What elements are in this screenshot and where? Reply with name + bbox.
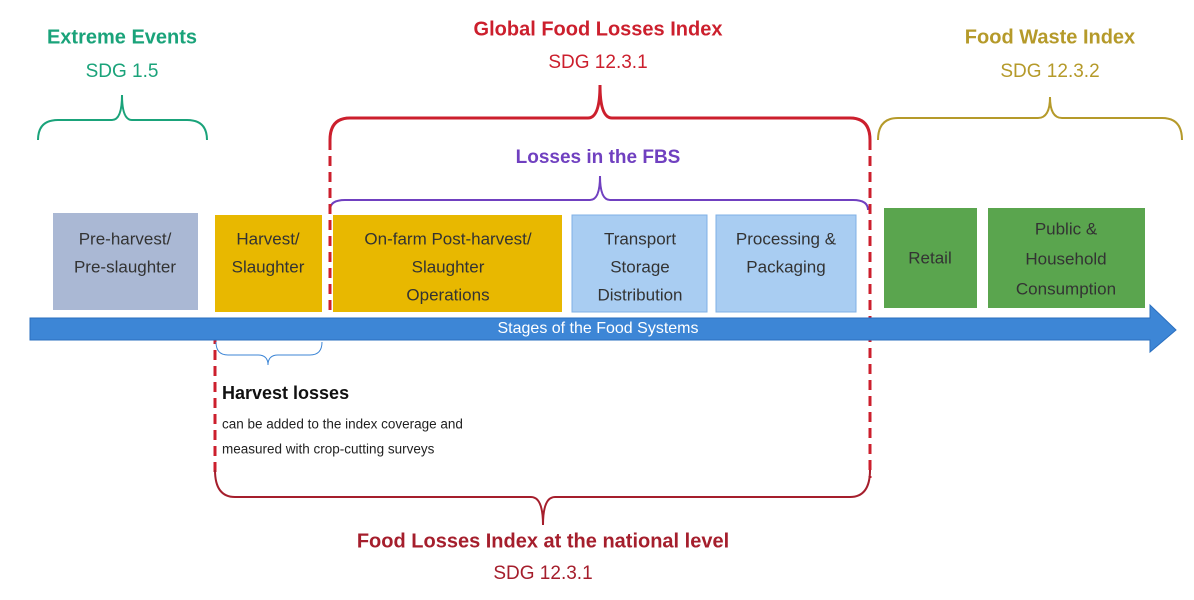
brace [328, 84, 872, 141]
group-title: Global Food Losses Index [474, 18, 723, 40]
group-code: SDG 12.3.2 [1000, 61, 1099, 82]
stage-label: Retail [908, 248, 951, 267]
stage-box [53, 213, 198, 310]
stage-box [215, 215, 322, 312]
brace [37, 94, 208, 141]
stage-label: Operations [406, 285, 489, 304]
axis-label: Stages of the Food Systems [498, 320, 699, 337]
stage-label: Public & [1035, 219, 1098, 238]
note-text: measured with crop-cutting surveys [222, 442, 435, 457]
brace [329, 175, 869, 211]
group-code: SDG 12.3.1 [493, 563, 592, 584]
stage-label: Household [1025, 249, 1106, 268]
stage-label: Transport [604, 229, 676, 248]
group-code: SDG 12.3.1 [548, 52, 647, 73]
stage-label: Pre-slaughter [74, 257, 176, 276]
stage-box [333, 215, 562, 312]
stage-box [884, 208, 977, 308]
stage-label: Slaughter [412, 257, 485, 276]
group-title: Food Waste Index [965, 26, 1135, 48]
brace [214, 469, 871, 526]
stage-label: Slaughter [232, 257, 305, 276]
stage-label: Pre-harvest/ [79, 229, 172, 248]
group-title: Extreme Events [47, 26, 197, 48]
brace [215, 341, 323, 366]
stage-box [988, 208, 1145, 308]
note-text: can be added to the index coverage and [222, 417, 463, 432]
note-title: Harvest losses [222, 383, 349, 403]
stage-label: On-farm Post-harvest/ [364, 229, 531, 248]
stage-label: Processing & [736, 229, 837, 248]
stage-label: Storage [610, 257, 670, 276]
group-title: Losses in the FBS [516, 147, 681, 168]
brace [877, 96, 1183, 141]
stage-label: Packaging [746, 257, 825, 276]
stage-box [571, 214, 708, 313]
stages-arrow [29, 303, 1177, 354]
stage-box [715, 214, 857, 313]
stage-label: Harvest/ [236, 229, 300, 248]
group-code: SDG 1.5 [86, 61, 159, 82]
group-title: Food Losses Index at the national level [357, 530, 729, 552]
stage-label: Consumption [1016, 279, 1116, 298]
stage-label: Distribution [597, 285, 682, 304]
